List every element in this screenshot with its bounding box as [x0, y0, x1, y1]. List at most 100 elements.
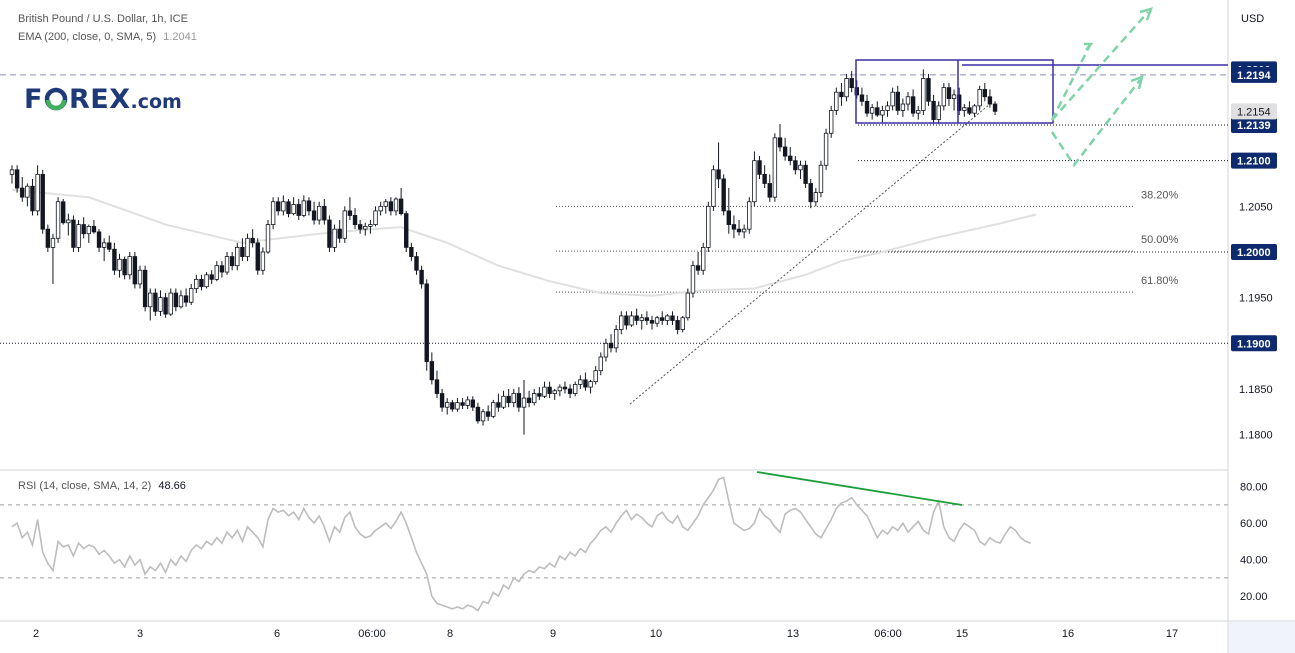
main-legend: British Pound / U.S. Dollar, 1h, ICE: [18, 13, 188, 25]
candle-body: [229, 256, 235, 267]
price-badge-label: 1.2100: [1237, 156, 1271, 168]
candle: [608, 334, 614, 353]
candle-body: [910, 96, 916, 114]
rsi-line: [11, 476, 1032, 612]
candle-body: [905, 96, 911, 105]
candle-body: [516, 393, 522, 408]
candle: [91, 220, 97, 234]
candle-body: [204, 274, 209, 288]
candle: [229, 251, 235, 271]
horizontal-level-lines[interactable]: [0, 74, 1228, 344]
projection-arrow-up-1[interactable]: [1051, 11, 1149, 121]
candle: [921, 69, 926, 116]
symbol-title[interactable]: British Pound / U.S. Dollar, 1h, ICE: [18, 13, 188, 25]
candle-body: [265, 224, 271, 253]
candle-body: [741, 228, 747, 233]
candle: [567, 384, 573, 399]
candle: [224, 251, 230, 275]
candle: [910, 89, 916, 117]
candle: [363, 222, 368, 236]
price-badge[interactable]: [1231, 335, 1277, 352]
candle: [55, 197, 61, 243]
price-badge[interactable]: [1231, 152, 1277, 169]
candle-body: [521, 397, 527, 408]
candle: [460, 398, 465, 410]
logo-part-2: REX: [68, 84, 131, 115]
candle-body: [798, 164, 803, 171]
candle-body: [767, 183, 772, 198]
rsi-axis[interactable]: 80.00 60.00 40.00 20.00: [1240, 482, 1268, 603]
candle-body: [803, 164, 808, 184]
candle: [178, 290, 184, 309]
candle-body: [987, 96, 993, 105]
candle: [849, 71, 854, 93]
candle: [654, 315, 660, 327]
time-axis[interactable]: 2 3 6 06:00 8 9 10 13 06:00 15 16 17: [33, 628, 1178, 640]
candle-body: [378, 205, 383, 212]
candle-body: [20, 187, 25, 198]
candle-body: [895, 91, 900, 111]
candle: [588, 379, 593, 394]
candle-body: [567, 388, 573, 394]
candle: [782, 137, 788, 161]
last-price-badge[interactable]: [1231, 103, 1277, 120]
trendline-support[interactable]: [629, 103, 991, 405]
candle-body: [752, 160, 757, 203]
candle: [347, 197, 353, 221]
candle: [629, 311, 634, 327]
candle: [332, 224, 337, 252]
candle: [342, 206, 347, 243]
candle-body: [153, 292, 158, 312]
candle: [414, 251, 419, 275]
axis-corner[interactable]: [1229, 622, 1295, 653]
candle: [296, 199, 301, 221]
ema-label[interactable]: EMA (200, close, 0, SMA, 5): [18, 31, 157, 43]
candle-body: [475, 406, 481, 422]
candle: [188, 283, 194, 305]
candle-body: [619, 315, 624, 330]
candle: [603, 338, 609, 362]
price-badge[interactable]: [1231, 66, 1277, 83]
candle: [762, 165, 767, 189]
candle: [168, 288, 173, 316]
projection-arrow-up-2[interactable]: [1050, 79, 1141, 168]
candle: [322, 199, 327, 225]
candle-body: [439, 393, 445, 408]
candle: [291, 197, 296, 216]
candle-body: [301, 200, 307, 216]
candle-body: [844, 78, 849, 98]
projection-arrow-up-3[interactable]: [1050, 44, 1092, 121]
candle: [793, 156, 798, 175]
candle-body: [450, 402, 455, 410]
candle-body: [142, 269, 148, 308]
candle-body: [55, 201, 61, 239]
rsi-divergence-line[interactable]: [756, 471, 963, 506]
candle-body: [593, 370, 598, 383]
candle: [767, 174, 772, 202]
consolidation-box[interactable]: [855, 59, 1054, 124]
candle-body: [480, 411, 486, 422]
candle-body: [793, 160, 798, 171]
candle-body: [665, 315, 670, 321]
candle-body: [148, 292, 153, 308]
candle: [537, 387, 542, 400]
candle: [926, 73, 931, 106]
projection-arrows[interactable]: [1050, 7, 1153, 168]
fib-retracement[interactable]: 38.20% 50.00% 61.80%: [556, 189, 1179, 293]
candle-body: [409, 247, 414, 257]
candle: [429, 352, 435, 385]
candle: [721, 174, 726, 216]
candle-body: [552, 390, 557, 394]
time-tick: 06:00: [358, 628, 386, 640]
candle: [501, 390, 506, 410]
candle: [639, 314, 644, 330]
candle-body: [526, 397, 532, 404]
rsi-label[interactable]: RSI (14, close, SMA, 14, 2): [18, 480, 152, 492]
candle: [142, 265, 148, 312]
candle: [619, 311, 624, 335]
price-badge[interactable]: [1231, 243, 1277, 260]
price-axis[interactable]: USD1.20501.19501.18501.18001.22001.21941…: [1231, 13, 1277, 442]
price-badge[interactable]: [1231, 117, 1277, 134]
candle-body: [921, 78, 926, 111]
